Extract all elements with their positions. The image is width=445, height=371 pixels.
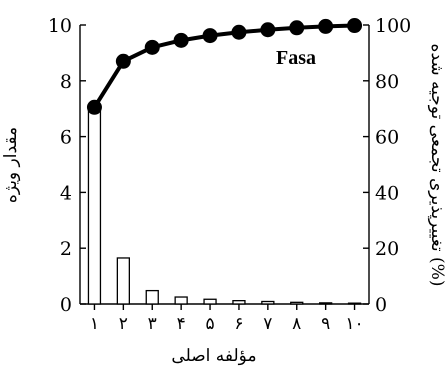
eigenvalue-bar	[347, 302, 362, 305]
y-right-tick-label: 80	[375, 71, 399, 93]
cumulative-point	[347, 18, 363, 34]
panel-label: Fasa	[276, 47, 316, 69]
cumulative-point	[260, 22, 276, 38]
cumulative-point	[86, 99, 102, 115]
cumulative-variance-line	[86, 18, 363, 115]
y-left-tick-label: 2	[60, 238, 72, 260]
x-tick-label: ۷	[263, 314, 272, 334]
x-tick-label: ۵	[205, 314, 214, 334]
eigenvalue-bars	[87, 106, 362, 305]
x-tick-label: ۱۰	[345, 314, 363, 334]
x-tick-label: ۴	[177, 314, 186, 334]
y-right-tick-label: 20	[375, 238, 399, 260]
y-axis-title-left: مقدار ویژه	[1, 127, 21, 203]
eigenvalue-bar	[232, 300, 246, 305]
y-right-tick-label: 60	[375, 127, 399, 149]
y-right-tick-label: 40	[375, 182, 399, 204]
x-tick-label: ۳	[148, 314, 157, 334]
x-tick-label: ۶	[234, 314, 243, 334]
cumulative-point	[173, 32, 189, 48]
y-right-tick-label: 0	[375, 294, 387, 316]
cumulative-line	[92, 23, 355, 109]
eigenvalue-bar	[203, 298, 217, 305]
x-tick-label: ۱	[90, 314, 99, 334]
eigenvalue-bar	[290, 301, 304, 305]
cumulative-point	[289, 20, 305, 36]
y-left-tick-label: 8	[60, 71, 72, 93]
y-axis-title-right: تغییرپذیری تجمعی توجیه شده (%)	[427, 44, 445, 287]
y-left-tick-label: 10	[48, 15, 72, 37]
cumulative-point	[144, 39, 160, 55]
x-tick-label: ۸	[292, 314, 301, 334]
x-tick-label: ۹	[321, 314, 330, 334]
y-left-tick-label: 6	[60, 127, 72, 149]
y-left-tick-label: 0	[60, 294, 72, 316]
eigenvalue-bar	[116, 257, 130, 305]
cumulative-point	[231, 24, 247, 40]
x-tick-label: ۲	[119, 314, 128, 334]
eigenvalue-bar	[261, 300, 275, 305]
cumulative-point	[115, 53, 131, 69]
cumulative-point	[202, 28, 218, 44]
eigenvalue-bar	[174, 296, 188, 305]
eigenvalue-bar	[145, 289, 159, 305]
x-axis-title: مؤلفه اصلی	[171, 346, 256, 366]
eigenvalue-bar	[87, 106, 102, 305]
cumulative-point	[318, 18, 334, 34]
y-right-tick-label: 100	[375, 15, 411, 37]
eigenvalue-bar	[318, 302, 333, 305]
y-left-tick-label: 4	[60, 182, 72, 204]
